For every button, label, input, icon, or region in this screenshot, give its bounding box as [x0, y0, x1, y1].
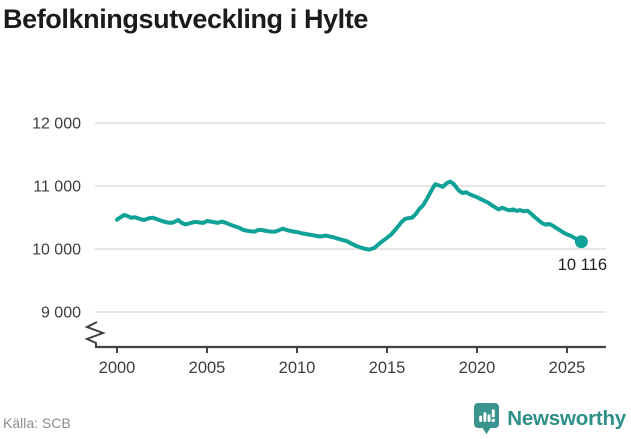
- x-axis-label: 2025: [549, 359, 586, 377]
- x-axis-label: 2000: [99, 359, 136, 377]
- axis-break-icon: [84, 321, 106, 347]
- x-axis-label: 2020: [459, 359, 496, 377]
- latest-point-marker: [574, 235, 588, 249]
- x-axis-label: 2010: [279, 359, 316, 377]
- brand-name: Newsworthy: [507, 406, 626, 430]
- y-axis-label: 9 000: [41, 305, 81, 322]
- population-line: [115, 179, 584, 252]
- newsworthy-logo[interactable]: Newsworthy: [473, 402, 626, 435]
- y-axis-label: 11 000: [33, 179, 81, 196]
- y-axis-label: 10 000: [32, 242, 81, 259]
- y-axis-label: 12 000: [32, 116, 81, 133]
- source-label: Källa: SCB: [3, 415, 71, 431]
- x-axis-label: 2005: [189, 359, 226, 377]
- latest-value-label: 10 116: [558, 256, 607, 274]
- chart-title: Befolkningsutveckling i Hylte: [3, 4, 368, 34]
- x-axis-label: 2015: [369, 359, 406, 377]
- newsworthy-icon: [474, 403, 500, 434]
